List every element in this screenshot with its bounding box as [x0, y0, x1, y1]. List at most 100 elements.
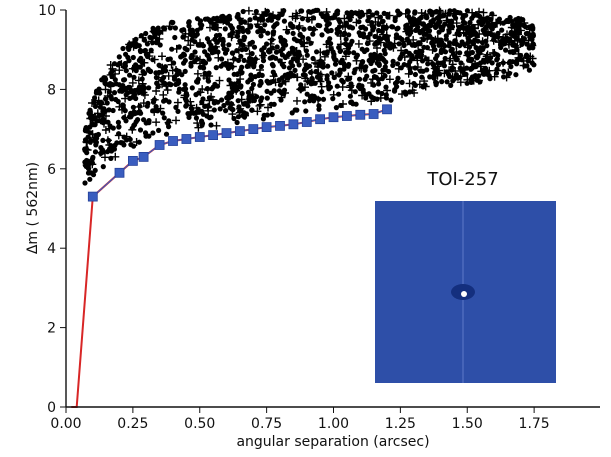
scatter-dot — [102, 80, 108, 86]
scatter-dot — [332, 61, 339, 67]
scatter-plus — [172, 116, 180, 125]
scatter-dot — [156, 127, 162, 133]
scatter-plus — [451, 9, 460, 18]
scatter-dot — [135, 117, 141, 123]
scatter-dot — [368, 53, 374, 60]
scatter-plus — [237, 95, 246, 104]
scatter-dot — [128, 142, 134, 148]
scatter-dot — [373, 39, 379, 46]
scatter-dot — [294, 58, 300, 64]
scatter-dot — [279, 10, 285, 16]
scatter-dot — [513, 17, 519, 23]
scatter-plus — [345, 13, 354, 22]
scatter-dot — [419, 74, 425, 80]
scatter-plus — [164, 71, 173, 80]
scatter-plus — [340, 14, 349, 23]
scatter-dot — [501, 68, 507, 74]
scatter-plus — [232, 86, 241, 95]
scatter-dot — [255, 29, 261, 35]
scatter-dot — [480, 46, 486, 53]
scatter-dot — [389, 24, 396, 30]
scatter-dot — [282, 38, 288, 44]
scatter-dot — [104, 100, 110, 106]
scatter-dot — [183, 103, 189, 109]
scatter-plus — [165, 22, 174, 31]
scatter-dot — [366, 8, 372, 14]
scatter-plus — [442, 16, 451, 25]
scatter-dot — [331, 51, 337, 58]
scatter-plus — [118, 105, 126, 114]
contrast-curve-line — [71, 108, 388, 408]
scatter-plus — [418, 52, 427, 60]
scatter-dot — [442, 55, 448, 62]
scatter-dot — [523, 53, 529, 60]
scatter-dot — [224, 47, 230, 53]
y-tick-label: 10 — [38, 3, 56, 19]
scatter-dot — [265, 30, 271, 36]
scatter-plus — [256, 100, 265, 109]
scatter-dot — [144, 41, 150, 47]
scatter-plus — [420, 11, 429, 20]
scatter-plus — [309, 95, 318, 104]
scatter-plus — [261, 7, 270, 16]
contrast-curve-point — [87, 191, 98, 202]
x-tick-label: 1.50 — [452, 416, 483, 432]
scatter-dot — [175, 81, 181, 87]
scatter-plus — [196, 38, 204, 47]
scatter-dot — [270, 31, 276, 37]
scatter-dot — [383, 95, 389, 101]
scatter-dot — [474, 55, 480, 61]
scatter-dot — [138, 48, 144, 55]
y-ticks: 0 2 4 6 8 10 — [38, 3, 66, 416]
scatter-dot — [400, 41, 406, 47]
scatter-dot — [244, 27, 250, 33]
scatter-dot — [360, 87, 366, 93]
scatter-dot — [269, 111, 275, 118]
scatter-dot — [330, 96, 336, 102]
scatter-dot — [211, 16, 217, 22]
scatter-plus — [138, 33, 147, 42]
scatter-dot — [426, 28, 433, 34]
contrast-curve-point — [127, 155, 138, 166]
scatter-plus — [105, 124, 114, 133]
scatter-plus — [437, 40, 446, 49]
scatter-plus — [430, 64, 439, 73]
scatter-dot — [290, 30, 296, 36]
scatter-dot — [327, 36, 333, 42]
scatter-plus — [377, 25, 386, 34]
scatter-dot — [418, 14, 424, 21]
scatter-plus — [228, 30, 237, 39]
scatter-plus — [414, 41, 423, 50]
scatter-dot — [357, 76, 363, 82]
scatter-dot — [174, 72, 180, 78]
scatter-dot — [191, 110, 197, 116]
scatter-plus — [102, 112, 110, 120]
axes: 0.00 0.25 0.50 0.75 1.00 1.25 1.50 1.75 0 2 4 6 8 10… — [25, 3, 600, 450]
scatter-plus — [228, 62, 237, 71]
scatter-plus — [244, 6, 253, 15]
scatter-dot — [135, 110, 141, 116]
scatter-dot — [87, 176, 93, 182]
scatter-plus — [409, 35, 418, 44]
scatter-dot — [216, 32, 223, 38]
scatter-dot — [382, 73, 388, 79]
scatter-plus — [100, 119, 108, 128]
scatter-plus — [490, 49, 499, 57]
scatter-plus — [383, 86, 392, 95]
scatter-dot — [208, 114, 214, 120]
x-tick-label: 1.75 — [519, 416, 550, 432]
scatter-dot — [376, 81, 382, 87]
scatter-dot — [332, 56, 338, 62]
scatter-dot — [383, 84, 389, 90]
scatter-plus — [138, 70, 147, 79]
scatter-plus — [101, 153, 109, 162]
scatter-plus — [428, 45, 437, 54]
scatter-plus — [474, 20, 483, 29]
scatter-plus — [215, 76, 224, 85]
y-axis-label: Δm ( 562nm) — [25, 162, 41, 254]
scatter-dot — [346, 24, 352, 30]
scatter-dot — [290, 63, 296, 69]
scatter-dot — [486, 73, 492, 79]
scatter-dot — [238, 53, 244, 59]
